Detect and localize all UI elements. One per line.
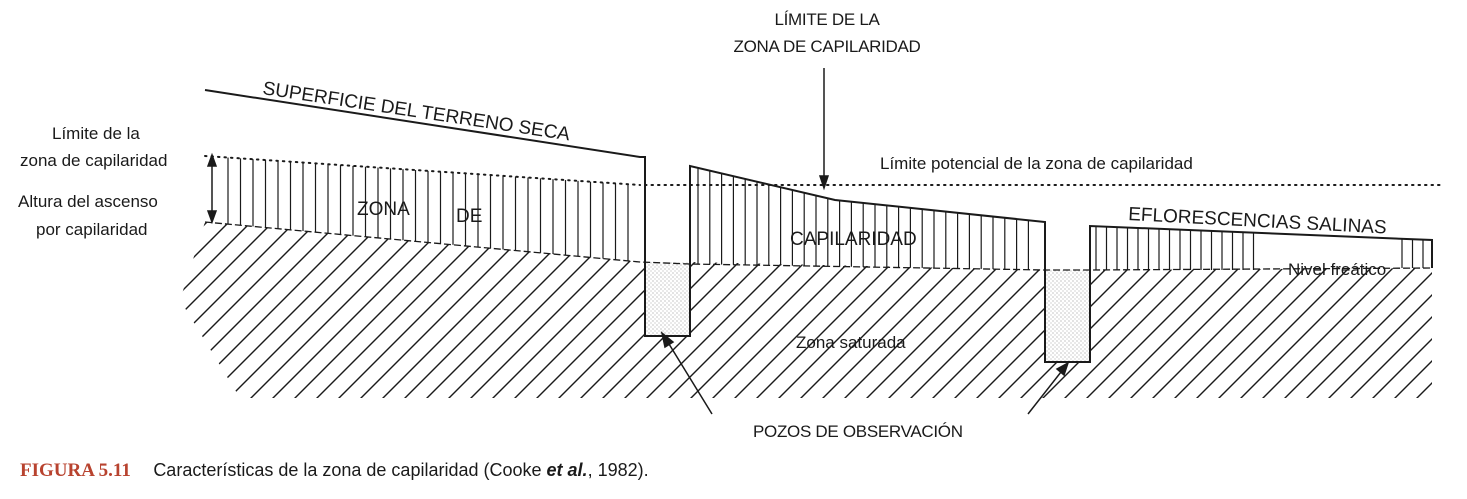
hatch-line [180, 222, 259, 398]
observation-well-1 [646, 262, 689, 335]
dry-surface-label: SUPERFICIE DEL TERRENO SECA [261, 78, 571, 145]
hatch-line [0, 215, 104, 405]
hatch-line [1365, 222, 1432, 398]
hatch-line [1431, 222, 1432, 398]
hatch-line [1321, 222, 1432, 398]
hatch-line [0, 215, 82, 405]
hatch-line [199, 222, 391, 398]
hatch-line [180, 222, 303, 398]
hatch-line [1387, 222, 1432, 398]
zone-word-zona: ZONA [357, 199, 410, 220]
capillary-limit-title-line2: ZONA DE CAPILARIDAD [733, 37, 920, 56]
capillary-limit-dotted-line [204, 155, 641, 186]
hatch-line [265, 222, 457, 398]
potential-limit-label: Límite potencial de la zona de capilarid… [880, 154, 1193, 173]
hatch-line [221, 222, 413, 398]
hatch-line [0, 215, 126, 405]
figure-caption: FIGURA 5.11 Características de la zona d… [20, 460, 649, 481]
caption-text-after: , 1982). [588, 460, 649, 480]
capillary-limit-title-line1: LÍMITE DE LA [774, 10, 880, 29]
ground-surface-line [204, 89, 1433, 363]
capillary-rise-label-line2: por capilaridad [36, 220, 148, 239]
caption-text-italic: et al. [547, 460, 588, 480]
water-table-label: Nivel freático [1288, 260, 1386, 279]
hatch-line [287, 222, 479, 398]
hatch-line [0, 215, 60, 405]
figure-number: FIGURA 5.11 [20, 460, 131, 481]
hatch-line [1277, 222, 1432, 398]
saturated-zone-label: Zona saturada [796, 333, 906, 352]
hatch-line [0, 215, 170, 405]
capillary-rise-dimension-arrow [206, 152, 218, 225]
observation-wells-label: POZOS DE OBSERVACIÓN [753, 422, 963, 441]
capillary-limit-left-line2: zona de capilaridad [20, 151, 167, 170]
capillary-limit-left-line1: Límite de la [52, 124, 140, 143]
hatch-line [1454, 215, 1467, 405]
hatch-line [243, 222, 435, 398]
capillary-fringe-lines [227, 157, 1424, 270]
hatch-line [180, 222, 215, 398]
zone-word-capilaridad: CAPILARIDAD [790, 229, 917, 250]
observation-well-2 [1046, 270, 1089, 361]
hatch-line [1409, 222, 1432, 398]
well-pointer-arrows [660, 331, 1070, 415]
water-table-line [204, 221, 1433, 271]
hatch-line [1343, 222, 1432, 398]
hatch-line [0, 215, 148, 405]
hatch-line [180, 222, 325, 398]
hatch-line [180, 222, 237, 398]
hatch-line [1299, 222, 1432, 398]
capillary-limit-pointer-arrow [818, 68, 830, 191]
capillary-rise-label-line1: Altura del ascenso [18, 192, 158, 211]
zone-word-de: DE [456, 206, 482, 227]
hatch-line [180, 222, 193, 398]
caption-text-before: Características de la zona de capilarida… [153, 460, 546, 480]
